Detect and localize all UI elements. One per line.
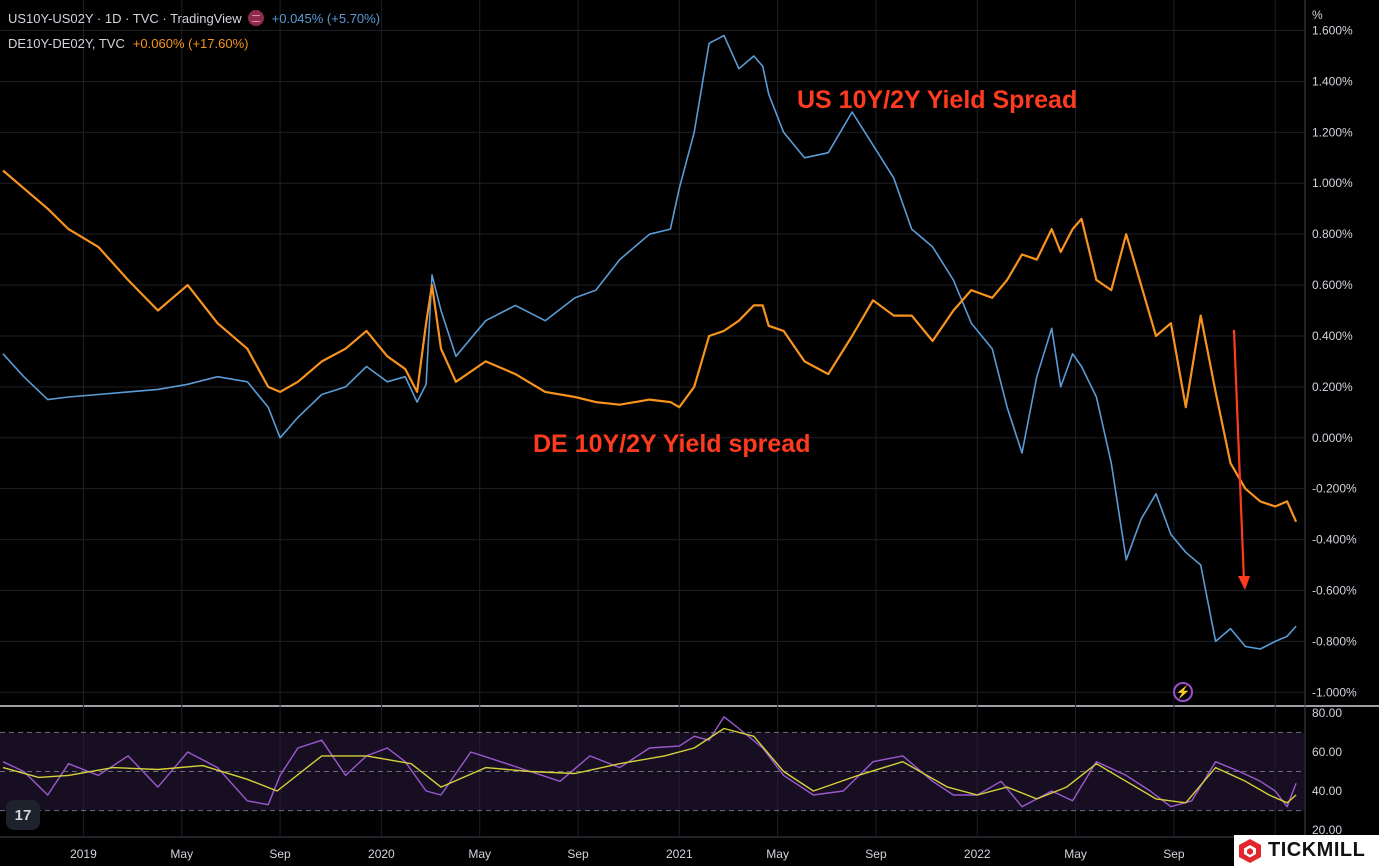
y-tick-label: 1.000% bbox=[1312, 176, 1353, 190]
header-us-row: US10Y-US02Y · 1D · TVC · TradingView +0.0… bbox=[8, 10, 380, 26]
header-de-row: DE10Y-DE02Y, TVC +0.060% (+17.60%) bbox=[8, 36, 248, 51]
header-de-change: +0.060% (+17.60%) bbox=[132, 36, 249, 51]
x-tick-label: 2019 bbox=[70, 847, 97, 861]
axis-unit-label: % bbox=[1312, 8, 1323, 22]
x-tick-label: May bbox=[1064, 847, 1087, 861]
header-us-symbol[interactable]: US10Y-US02Y · 1D · TVC · TradingView bbox=[8, 11, 242, 26]
rsi-ma-line bbox=[2, 727, 1297, 804]
header-de-symbol[interactable]: DE10Y-DE02Y, TVC bbox=[8, 36, 125, 51]
x-tick-label: May bbox=[468, 847, 491, 861]
x-tick-label: 2022 bbox=[964, 847, 991, 861]
x-tick-label: Sep bbox=[1163, 847, 1185, 861]
y-tick-label: 0.200% bbox=[1312, 380, 1353, 394]
us-spread-line bbox=[2, 34, 1297, 650]
y-tick-label: -0.200% bbox=[1312, 482, 1357, 496]
downtrend-arrow-line bbox=[1232, 329, 1246, 583]
y-tick-label: 1.200% bbox=[1312, 125, 1353, 139]
tickmill-logo: TICKMILL bbox=[1234, 835, 1379, 866]
tradingview-logo[interactable]: 17 bbox=[6, 800, 40, 830]
x-tick-label: 2020 bbox=[368, 847, 395, 861]
tickmill-wordmark: TICKMILL bbox=[1268, 839, 1366, 861]
rsi-tick-label: 40.00 bbox=[1312, 784, 1342, 798]
y-tick-label: 0.800% bbox=[1312, 227, 1353, 241]
x-tick-label: Sep bbox=[567, 847, 589, 861]
x-tick-label: Sep bbox=[269, 847, 291, 861]
rsi-tick-label: 20.00 bbox=[1312, 823, 1342, 837]
de-spread-line bbox=[2, 169, 1298, 523]
rsi-tick-label: 60.00 bbox=[1312, 745, 1342, 759]
us-spread-annotation: US 10Y/2Y Yield Spread bbox=[797, 86, 1078, 114]
x-tick-label: May bbox=[170, 847, 193, 861]
y-tick-label: -0.800% bbox=[1312, 634, 1357, 648]
lightning-icon[interactable]: ⚡ bbox=[1173, 682, 1193, 702]
y-tick-label: 1.600% bbox=[1312, 24, 1353, 38]
rsi-tick-label: 80.00 bbox=[1312, 706, 1342, 720]
y-tick-label: 1.400% bbox=[1312, 74, 1353, 88]
y-tick-label: 0.000% bbox=[1312, 431, 1353, 445]
y-tick-label: -1.000% bbox=[1312, 685, 1357, 699]
x-tick-label: May bbox=[766, 847, 789, 861]
series-layer bbox=[2, 34, 1298, 808]
downtrend-arrow-head bbox=[1238, 576, 1250, 590]
y-tick-label: 0.400% bbox=[1312, 329, 1353, 343]
y-tick-label: 0.600% bbox=[1312, 278, 1353, 292]
x-tick-label: Sep bbox=[865, 847, 887, 861]
de-spread-annotation: DE 10Y/2Y Yield spread bbox=[533, 430, 811, 458]
rsi-line bbox=[2, 716, 1297, 808]
y-tick-label: -0.400% bbox=[1312, 533, 1357, 547]
y-tick-label: -0.600% bbox=[1312, 583, 1357, 597]
x-tick-label: 2021 bbox=[666, 847, 693, 861]
header-us-change: +0.045% (+5.70%) bbox=[271, 11, 381, 26]
compare-icon[interactable] bbox=[247, 10, 264, 26]
tickmill-hex-icon bbox=[1239, 838, 1261, 863]
